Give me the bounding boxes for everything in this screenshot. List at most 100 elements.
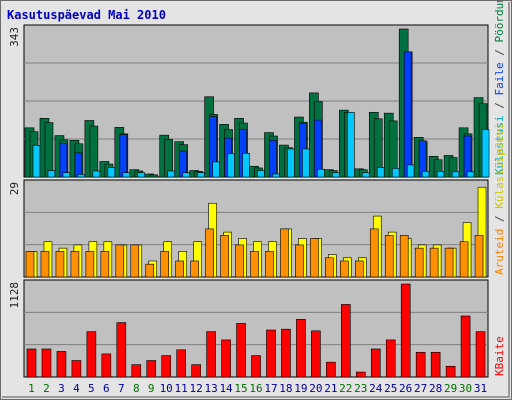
- x-tick-label-day-5: 5: [88, 382, 95, 395]
- bar-visits-day-27: [414, 247, 424, 278]
- bar-kb-day-31: [475, 331, 486, 378]
- bar-lehekülgi-day-7: [119, 134, 128, 178]
- x-tick-label-day-27: 27: [414, 382, 427, 395]
- panel-sites-ymax-label: 29: [8, 182, 21, 195]
- bar-visits-day-23: [354, 260, 364, 278]
- bar-visits-day-19: [295, 244, 304, 278]
- bar-kb-day-25: [385, 339, 396, 378]
- legend-sites-part: Aruteid: [493, 229, 506, 275]
- bar-kb-day-28: [430, 351, 441, 378]
- bar-visits-day-26: [399, 235, 409, 278]
- bar-visits-day-17: [265, 251, 274, 278]
- bar-külastusi-day-5: [92, 170, 101, 178]
- bar-külastusi-day-28: [436, 171, 445, 178]
- x-tick-label-day-26: 26: [399, 382, 412, 395]
- x-tick-label-day-24: 24: [369, 382, 383, 395]
- bar-visits-day-12: [190, 260, 199, 278]
- bar-kb-day-22: [341, 304, 351, 378]
- x-tick-label-day-9: 9: [148, 382, 155, 395]
- bar-lehekülgi-day-26: [403, 51, 412, 178]
- x-tick-label-day-11: 11: [175, 382, 188, 395]
- bar-külastusi-day-8: [137, 172, 146, 178]
- legend-requests-part: Pöördumisi: [493, 0, 506, 43]
- bar-lehekülgi-day-30: [463, 135, 472, 178]
- bar-kb-day-16: [251, 355, 261, 378]
- bar-kb-day-21: [326, 361, 336, 378]
- bar-visits-day-9: [145, 263, 155, 278]
- bar-külastusi-day-4: [77, 174, 86, 178]
- x-tick-label-day-31: 31: [474, 382, 487, 395]
- bar-kb-day-26: [400, 283, 411, 378]
- bar-külastusi-day-20: [317, 168, 325, 178]
- bar-visits-day-11: [175, 260, 184, 278]
- x-tick-label-day-16: 16: [249, 382, 262, 395]
- bar-visits-day-6: [100, 251, 110, 278]
- x-tick-label-day-25: 25: [384, 382, 397, 395]
- bar-visits-day-7: [115, 244, 125, 278]
- bar-külastusi-day-31: [481, 129, 490, 178]
- bar-kb-day-13: [206, 331, 216, 378]
- bar-failid-day-2: [44, 122, 54, 178]
- bar-visits-day-31: [474, 235, 484, 278]
- bar-visits-day-4: [70, 251, 80, 278]
- bar-kb-day-24: [370, 348, 381, 378]
- bar-külastusi-day-11: [182, 172, 190, 178]
- bar-lehekülgi-day-4: [74, 152, 83, 178]
- bar-kb-day-20: [311, 330, 321, 378]
- bar-kb-day-5: [86, 331, 97, 378]
- bar-külastusi-day-15: [242, 152, 250, 178]
- bar-külastusi-day-25: [391, 168, 400, 178]
- bar-külastusi-day-1: [32, 145, 41, 178]
- x-tick-label-day-3: 3: [58, 382, 65, 395]
- bar-lehekülgi-day-3: [59, 143, 68, 178]
- bar-visits-day-22: [340, 260, 349, 278]
- bar-visits-day-8: [130, 244, 140, 278]
- bar-kb-day-12: [191, 364, 201, 378]
- bar-kb-day-17: [266, 329, 276, 378]
- bar-visits-day-13: [205, 228, 214, 278]
- bar-kb-day-27: [415, 351, 426, 378]
- bar-külastusi-day-6: [107, 167, 116, 178]
- bar-visits-day-21: [325, 257, 334, 278]
- x-tick-label-day-30: 30: [459, 382, 472, 395]
- bar-visits-day-28: [429, 247, 439, 278]
- x-tick-label-day-22: 22: [339, 382, 352, 395]
- bar-külastusi-day-21: [332, 172, 340, 178]
- bar-külastusi-day-3: [62, 172, 71, 178]
- bar-kb-day-3: [56, 351, 67, 378]
- bar-külastusi-day-19: [302, 148, 310, 178]
- bar-külastusi-day-30: [466, 171, 475, 178]
- bar-visits-day-3: [55, 251, 65, 278]
- chart-title: Kasutuspäevad Mai 2010: [7, 8, 166, 22]
- bar-kb-day-8: [131, 364, 142, 378]
- x-tick-label-day-8: 8: [133, 382, 140, 395]
- bar-külastusi-day-2: [47, 170, 56, 178]
- x-tick-label-day-15: 15: [234, 382, 247, 395]
- legend-sites-part: /: [493, 209, 506, 229]
- x-tick-label-day-29: 29: [444, 382, 457, 395]
- x-tick-label-day-12: 12: [190, 382, 203, 395]
- bar-külastusi-day-14: [227, 153, 235, 178]
- legend-requests-part: /: [493, 96, 506, 116]
- x-tick-label-day-10: 10: [160, 382, 173, 395]
- legend-requests-part: Faile: [493, 62, 506, 95]
- legend-requests-part: /: [493, 43, 506, 63]
- bar-külastusi-day-22: [347, 111, 355, 178]
- bar-külastusi-day-26: [406, 164, 415, 178]
- legend-requests: Külastusi / Faile / Pöördumisi: [493, 0, 506, 175]
- bar-visits-day-24: [369, 228, 379, 278]
- bar-kb-day-19: [296, 318, 306, 378]
- x-tick-label-day-4: 4: [73, 382, 80, 395]
- bar-kb-day-23: [355, 371, 366, 378]
- bar-külastusi-day-27: [421, 171, 430, 178]
- bar-lehekülgi-day-20: [314, 119, 322, 178]
- bar-kb-day-9: [146, 360, 157, 378]
- x-tick-label-day-28: 28: [429, 382, 442, 395]
- bar-kb-day-30: [460, 315, 471, 378]
- bar-visits-day-20: [310, 238, 319, 278]
- x-tick-label-day-23: 23: [354, 382, 367, 395]
- bar-visits-day-15: [235, 244, 244, 278]
- bar-visits-day-25: [384, 235, 394, 278]
- x-tick-label-day-14: 14: [219, 382, 233, 395]
